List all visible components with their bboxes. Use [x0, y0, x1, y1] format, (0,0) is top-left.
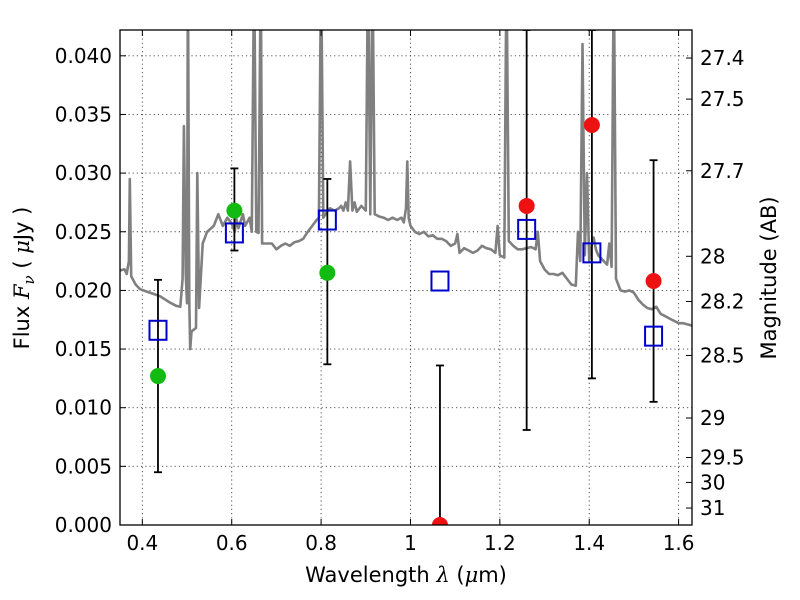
x-tick-label: 0.6 — [216, 531, 248, 555]
y-tick-label: 0.040 — [55, 44, 112, 68]
green-data-point — [319, 264, 336, 281]
x-axis-title: Wavelength λ (μm) — [305, 563, 507, 587]
magnitude-tick-label: 27.5 — [700, 87, 745, 111]
red-data-point — [583, 117, 600, 134]
y-tick-label: 0.010 — [55, 396, 112, 420]
green-data-point — [226, 202, 243, 219]
axes-frame — [119, 29, 693, 526]
green-data-point — [149, 368, 166, 385]
plot-area — [120, 30, 692, 525]
magnitude-tick-label: 28 — [700, 244, 725, 268]
magnitude-tick-label: 31 — [700, 496, 725, 520]
y-tick-label: 0.025 — [55, 220, 112, 244]
red-data-point — [431, 517, 448, 525]
x-tick-label: 1 — [404, 531, 417, 555]
x-tick-label: 1.4 — [573, 531, 605, 555]
y-tick-label: 0.030 — [55, 161, 112, 185]
model-spectrum-line — [120, 30, 692, 351]
red-data-point — [645, 273, 662, 290]
axis-ticks: 0.4 0.6 0.8 1 1.2 1.4 1.6 0.000 0.005 0.010 0.015 0… — [55, 30, 745, 555]
magnitude-tick-label: 28.2 — [700, 289, 745, 313]
model-flux-square — [224, 222, 244, 244]
x-tick-label: 0.8 — [305, 531, 337, 555]
y-tick-label: 0.020 — [55, 278, 112, 302]
magnitude-tick-label: 30 — [700, 470, 725, 494]
model-flux-square — [430, 270, 450, 292]
y-tick-label: 0.005 — [55, 454, 112, 478]
model-flux-square — [582, 242, 602, 264]
magnitude-tick-label: 27.7 — [700, 159, 745, 183]
grid — [120, 30, 692, 526]
x-tick-label: 1.2 — [484, 531, 516, 555]
right-axis-title: Magnitude (AB) — [757, 196, 781, 359]
red-data-point — [518, 197, 535, 214]
magnitude-tick-label: 29.5 — [700, 446, 745, 470]
magnitude-tick-label: 29 — [700, 406, 725, 430]
model-flux-square — [517, 218, 537, 240]
plot-frame — [119, 29, 693, 526]
x-tick-label: 0.4 — [126, 531, 158, 555]
y-tick-label: 0.000 — [55, 513, 112, 537]
y-axis-title: Flux Fν ( μJy ) — [10, 207, 38, 350]
magnitude-tick-label: 27.4 — [700, 46, 745, 70]
y-tick-label: 0.035 — [55, 102, 112, 126]
model-flux-square — [317, 209, 337, 231]
model-flux-square — [148, 319, 168, 341]
model-flux-square — [644, 325, 664, 347]
magnitude-tick-label: 28.5 — [700, 343, 745, 367]
x-tick-label: 1.6 — [663, 531, 695, 555]
y-tick-label: 0.015 — [55, 337, 112, 361]
